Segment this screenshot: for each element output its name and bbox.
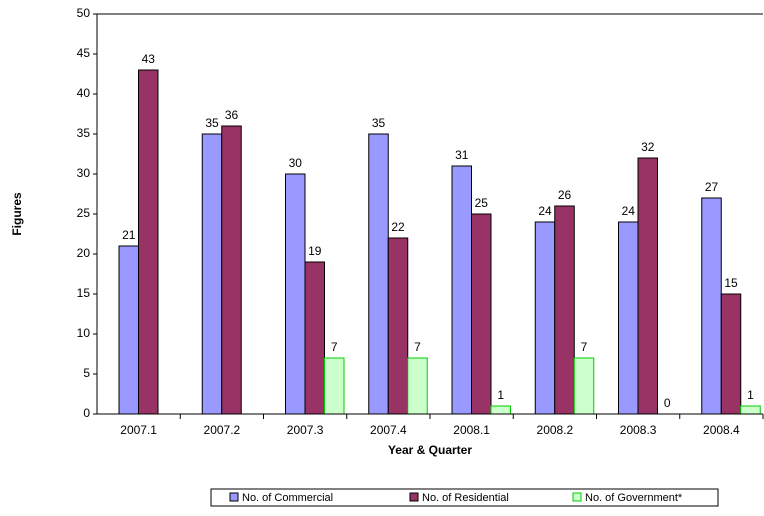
legend-swatch xyxy=(572,492,582,502)
data-label: 30 xyxy=(289,156,303,170)
bar xyxy=(701,197,722,415)
legend-swatch xyxy=(229,492,239,502)
data-label: 35 xyxy=(372,116,386,130)
y-tick-label: 45 xyxy=(77,46,91,60)
bar xyxy=(618,221,639,415)
x-tick-label: 2007.1 xyxy=(120,423,157,437)
bar xyxy=(118,245,139,415)
legend-label: No. of Government* xyxy=(585,492,683,504)
x-tick-label: 2007.4 xyxy=(370,423,407,437)
data-label: 1 xyxy=(497,388,504,402)
data-label: 22 xyxy=(391,220,405,234)
y-tick-label: 20 xyxy=(77,246,91,260)
bar xyxy=(471,213,492,415)
data-label: 7 xyxy=(581,340,588,354)
y-tick-label: 15 xyxy=(77,286,91,300)
y-tick-label: 35 xyxy=(77,126,91,140)
bar xyxy=(573,357,595,415)
bar xyxy=(221,125,242,415)
bar xyxy=(368,133,389,415)
bar xyxy=(534,221,556,415)
x-tick-label: 2008.3 xyxy=(620,423,657,437)
y-tick-label: 40 xyxy=(77,86,91,100)
data-label: 15 xyxy=(724,276,738,290)
y-tick-label: 10 xyxy=(77,326,91,340)
data-label: 24 xyxy=(538,204,552,218)
data-label: 32 xyxy=(641,140,655,154)
y-axis-title: Figures xyxy=(10,192,24,236)
x-tick-label: 2008.1 xyxy=(453,423,490,437)
legend-label: No. of Residential xyxy=(422,492,509,504)
data-label: 24 xyxy=(622,204,636,218)
bar xyxy=(407,357,428,415)
data-label: 31 xyxy=(455,148,469,162)
y-tick-label: 30 xyxy=(77,166,91,180)
data-label: 19 xyxy=(308,244,322,258)
bar xyxy=(138,69,159,415)
y-tick-label: 50 xyxy=(77,6,91,20)
bar xyxy=(554,205,575,415)
bar xyxy=(720,293,742,415)
x-tick-label: 2008.2 xyxy=(537,423,574,437)
data-label: 27 xyxy=(705,180,719,194)
x-tick-label: 2007.3 xyxy=(287,423,324,437)
x-tick-label: 2008.4 xyxy=(703,423,740,437)
y-tick-label: 25 xyxy=(77,206,91,220)
bar xyxy=(740,405,761,415)
data-label: 36 xyxy=(225,108,239,122)
data-label: 7 xyxy=(331,340,338,354)
data-label: 7 xyxy=(414,340,421,354)
bar xyxy=(201,133,223,415)
bar xyxy=(637,157,658,415)
data-label: 1 xyxy=(747,388,754,402)
legend-box xyxy=(210,488,719,507)
data-label: 25 xyxy=(475,196,489,210)
data-label: 35 xyxy=(205,116,219,130)
bar xyxy=(490,405,511,415)
data-label: 26 xyxy=(558,188,572,202)
x-tick-label: 2007.2 xyxy=(204,423,241,437)
data-label: 21 xyxy=(122,228,136,242)
x-axis-title: Year & Quarter xyxy=(388,443,472,457)
bar xyxy=(304,261,325,415)
bar xyxy=(324,357,345,415)
bar xyxy=(451,165,472,415)
bar xyxy=(387,237,409,415)
legend-label: No. of Commercial xyxy=(242,492,333,504)
data-label: 43 xyxy=(142,52,156,66)
y-tick-label: 5 xyxy=(83,366,90,380)
y-tick-label: 0 xyxy=(83,406,90,420)
legend-swatch xyxy=(409,492,419,502)
bar xyxy=(285,173,306,415)
data-label: 0 xyxy=(664,396,671,410)
